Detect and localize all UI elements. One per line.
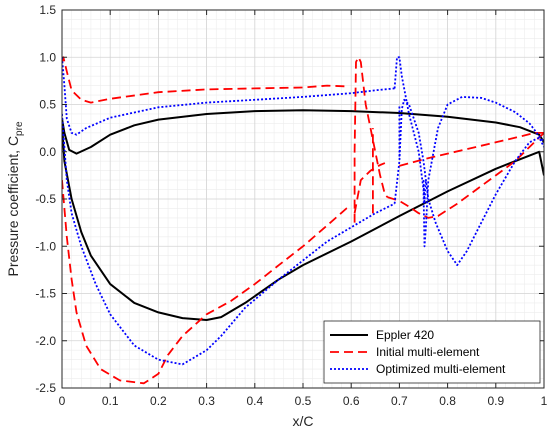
y-tick-label: -2.5 [35, 381, 56, 395]
y-tick-label: 0.0 [39, 145, 56, 159]
y-axis-label-main: Pressure coefficient, C [5, 136, 21, 277]
legend-label-initial-multi-element: Initial multi-element [376, 345, 480, 359]
y-tick-label: 1.5 [39, 3, 56, 17]
y-axis-label-subscript: pre [14, 121, 25, 136]
x-tick-label: 0.7 [391, 394, 408, 408]
x-tick-label: 0.4 [246, 394, 263, 408]
series-line-optimized-multi-element [393, 98, 544, 266]
series-layer [62, 56, 544, 385]
y-tick-label: -1.0 [35, 239, 56, 253]
x-tick-label: 0.1 [102, 394, 119, 408]
x-tick-label: 0.3 [198, 394, 215, 408]
x-tick-label: 1 [541, 394, 548, 408]
y-tick-labels: 1.5 1.0 0.5 0.0 -0.5 -1.0 -1.5 -2.0 -2.5 [35, 3, 56, 395]
x-tick-label: 0.5 [295, 394, 312, 408]
y-tick-label: -0.5 [35, 192, 56, 206]
x-tick-label: 0.2 [150, 394, 167, 408]
y-tick-label: -2.0 [35, 334, 56, 348]
x-tick-label: 0 [59, 394, 66, 408]
legend: Eppler 420 Initial multi-element Optimiz… [323, 320, 541, 384]
y-tick-label: 0.5 [39, 98, 56, 112]
series-line-initial-multi-element [399, 132, 544, 167]
y-tick-label: 1.0 [39, 50, 56, 64]
series-line-optimized-multi-element [62, 57, 395, 136]
series-line-optimized-multi-element [393, 56, 544, 248]
series-eppler-420 [62, 109, 544, 321]
series-line-initial-multi-element [353, 56, 389, 223]
legend-label-optimized-multi-element: Optimized multi-element [376, 362, 506, 376]
legend-label-eppler-420: Eppler 420 [376, 328, 434, 342]
series-line-initial-multi-element [387, 132, 544, 219]
series-initial-multi-element [62, 56, 544, 385]
x-tick-label: 0.8 [439, 394, 456, 408]
x-tick-label: 0.9 [487, 394, 504, 408]
series-line-eppler-420 [62, 109, 544, 155]
y-tick-label: -1.5 [35, 287, 56, 301]
series-line-initial-multi-element [62, 180, 352, 385]
series-line-eppler-420 [62, 123, 544, 321]
axis-ticks [61, 9, 545, 389]
series-line-optimized-multi-element [62, 113, 395, 366]
x-tick-label: 0.6 [343, 394, 360, 408]
series-line-initial-multi-element [62, 56, 349, 104]
series-line-initial-multi-element [353, 162, 386, 214]
x-axis-label: x/C [293, 413, 314, 429]
y-axis-label: Pressure coefficient, Cpre [5, 121, 25, 276]
x-tick-labels: 0 0.1 0.2 0.3 0.4 0.5 0.6 0.7 0.8 0.9 1 [59, 394, 548, 408]
series-optimized-multi-element [62, 56, 544, 366]
